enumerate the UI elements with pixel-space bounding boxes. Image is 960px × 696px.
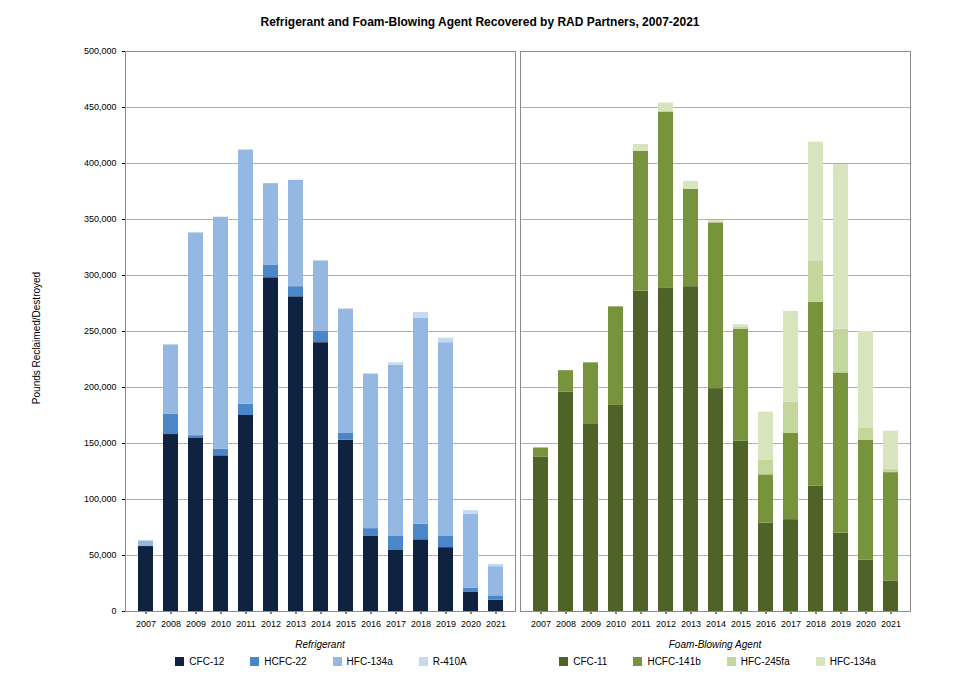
svg-text:400,000: 400,000 [84,158,117,168]
svg-text:2013: 2013 [681,619,701,629]
svg-text:2014: 2014 [311,619,331,629]
svg-text:2019: 2019 [436,619,456,629]
svg-text:2013: 2013 [286,619,306,629]
svg-text:150,000: 150,000 [84,438,117,448]
svg-text:2014: 2014 [706,619,726,629]
svg-text:2007: 2007 [531,619,551,629]
svg-text:300,000: 300,000 [84,270,117,280]
svg-text:0: 0 [111,606,116,616]
svg-text:2009: 2009 [186,619,206,629]
html-text:R-410A: R-410A [432,656,467,667]
svg-text:2011: 2011 [236,619,255,629]
html-text:CFC-12: CFC-12 [189,656,225,667]
svg-text:2012: 2012 [261,619,281,629]
svg-text:2008: 2008 [556,619,576,629]
svg-text:100,000: 100,000 [84,494,117,504]
svg-text:200,000: 200,000 [84,382,117,392]
svg-text:2017: 2017 [781,619,801,629]
svg-text:2021: 2021 [881,619,901,629]
svg-text:2019: 2019 [831,619,851,629]
svg-text:350,000: 350,000 [84,214,117,224]
html-text:HCFC-141b: HCFC-141b [647,656,701,667]
svg-text:2016: 2016 [756,619,776,629]
svg-text:2015: 2015 [336,619,356,629]
svg-text:2009: 2009 [581,619,601,629]
svg-text:2007: 2007 [136,619,156,629]
svg-text:2010: 2010 [606,619,626,629]
svg-text:2010: 2010 [211,619,231,629]
svg-text:2018: 2018 [411,619,431,629]
html-text:CFC-11: CFC-11 [573,656,608,667]
html-text:HFC-134a: HFC-134a [829,656,876,667]
svg-text:500,000: 500,000 [84,46,117,56]
html-text:Refrigerant: Refrigerant [295,639,345,650]
svg-text:2008: 2008 [161,619,181,629]
svg-text:2020: 2020 [461,619,481,629]
html-text:Foam-Blowing Agent: Foam-Blowing Agent [668,639,762,650]
svg-text:2020: 2020 [856,619,876,629]
svg-text:2017: 2017 [386,619,406,629]
svg-text:2018: 2018 [806,619,826,629]
svg-text:2015: 2015 [731,619,751,629]
html-text:HFC-134a: HFC-134a [346,656,393,667]
svg-text:2021: 2021 [486,619,506,629]
html-text:HCFC-22: HCFC-22 [264,656,307,667]
html-text:Refrigerant and Foam-Blowing A: Refrigerant and Foam-Blowing Agent Recov… [260,15,700,29]
svg-text:2011: 2011 [631,619,650,629]
html-text:Pounds Reclaimed/Destroyed: Pounds Reclaimed/Destroyed [30,271,42,405]
html-text:HFC-245fa: HFC-245fa [740,656,790,667]
svg-text:2012: 2012 [656,619,676,629]
svg-text:50,000: 50,000 [89,550,117,560]
svg-text:2016: 2016 [361,619,381,629]
svg-text:250,000: 250,000 [84,326,117,336]
svg-text:450,000: 450,000 [84,102,117,112]
